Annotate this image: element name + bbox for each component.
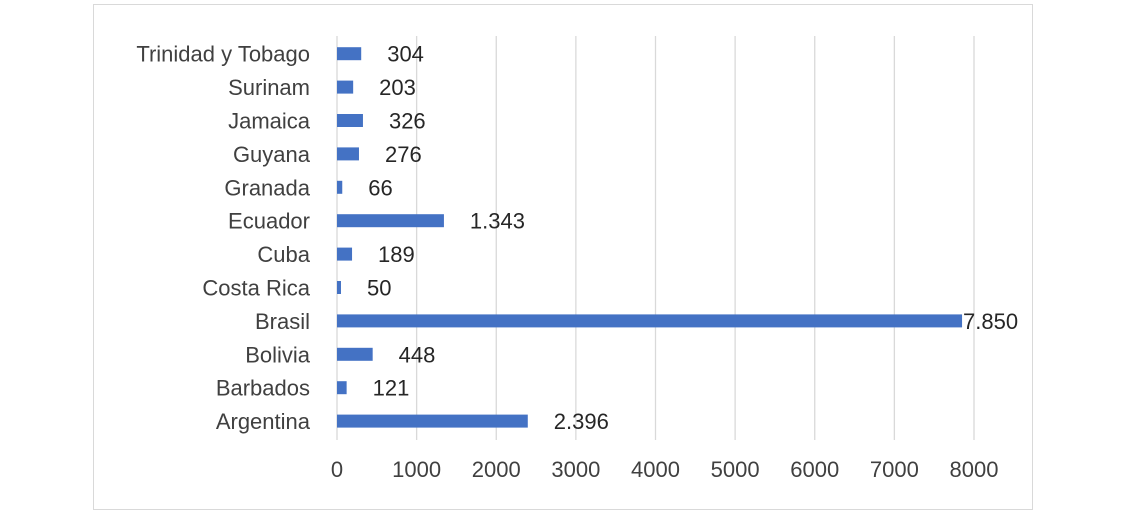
x-tick-label: 4000 <box>631 457 680 482</box>
bar <box>337 414 528 428</box>
bar <box>337 314 963 328</box>
x-tick-label: 8000 <box>950 457 999 482</box>
category-label: Bolivia <box>245 342 311 367</box>
x-tick-label: 2000 <box>472 457 521 482</box>
data-label: 50 <box>367 276 391 301</box>
x-tick-label: 7000 <box>870 457 919 482</box>
category-label: Trinidad y Tobago <box>136 42 310 67</box>
data-labels: 2.396 121 448 7.850 50 189 1.343 66 276 326 203 304 <box>367 42 1018 434</box>
bar <box>337 214 444 228</box>
data-label: 7.850 <box>963 309 1018 334</box>
chart-frame <box>93 4 1033 510</box>
data-label: 326 <box>389 109 426 134</box>
data-label: 2.396 <box>554 409 609 434</box>
data-label: 276 <box>385 142 422 167</box>
category-label: Guyana <box>233 142 311 167</box>
x-tick-label: 6000 <box>790 457 839 482</box>
bars <box>337 47 963 428</box>
x-axis-tick-labels: 0 1000 2000 3000 4000 5000 6000 7000 8000 <box>331 457 999 482</box>
category-label: Ecuador <box>228 209 310 234</box>
bar <box>337 180 343 194</box>
bar <box>337 47 362 61</box>
x-tick-label: 1000 <box>392 457 441 482</box>
bar <box>337 247 353 261</box>
x-tick-label: 0 <box>331 457 343 482</box>
data-label: 66 <box>368 175 392 200</box>
category-label: Cuba <box>257 242 310 267</box>
category-label: Surinam <box>228 75 310 100</box>
data-label: 448 <box>399 342 436 367</box>
data-label: 304 <box>387 42 424 67</box>
x-tick-label: 5000 <box>711 457 760 482</box>
data-label: 1.343 <box>470 209 525 234</box>
category-label: Granada <box>224 175 310 200</box>
bar <box>337 147 359 161</box>
bar <box>337 381 347 395</box>
category-label: Argentina <box>216 409 311 434</box>
bar <box>337 347 373 361</box>
bar <box>337 80 354 94</box>
data-label: 189 <box>378 242 415 267</box>
category-label: Brasil <box>255 309 310 334</box>
data-label: 121 <box>373 376 410 401</box>
category-label: Barbados <box>216 376 310 401</box>
data-label: 203 <box>379 75 416 100</box>
category-labels: Argentina Barbados Bolivia Brasil Costa Rica… <box>136 42 310 434</box>
bar <box>337 114 363 127</box>
bar <box>337 281 341 294</box>
category-label: Jamaica <box>228 109 311 134</box>
category-label: Costa Rica <box>202 276 310 301</box>
x-tick-label: 3000 <box>551 457 600 482</box>
gridlines <box>336 36 975 440</box>
